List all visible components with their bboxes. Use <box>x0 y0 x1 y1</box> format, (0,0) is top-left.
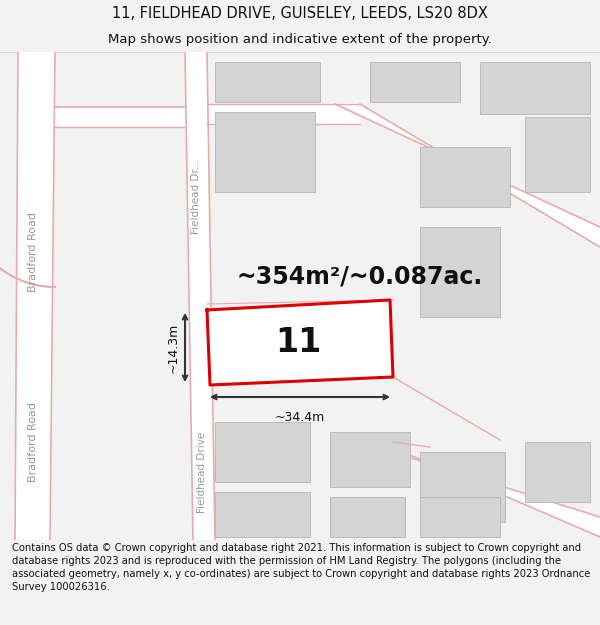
Bar <box>370 62 460 102</box>
Bar <box>525 117 590 192</box>
Bar <box>330 432 410 487</box>
Bar <box>215 62 320 102</box>
Bar <box>215 422 310 482</box>
Bar <box>420 227 500 317</box>
Bar <box>525 442 590 502</box>
Text: ~354m²/~0.087ac.: ~354m²/~0.087ac. <box>237 265 483 289</box>
Bar <box>330 497 405 537</box>
Text: Fieldhead Drive: Fieldhead Drive <box>197 431 207 512</box>
Polygon shape <box>360 442 600 537</box>
Text: Bradford Road: Bradford Road <box>28 212 38 292</box>
Text: ~34.4m: ~34.4m <box>275 411 325 424</box>
Text: 11: 11 <box>275 326 321 359</box>
Polygon shape <box>15 52 55 540</box>
Polygon shape <box>55 107 185 127</box>
Polygon shape <box>335 104 600 247</box>
Bar <box>480 62 590 114</box>
Bar <box>215 112 315 192</box>
Polygon shape <box>185 52 215 540</box>
Polygon shape <box>207 104 360 124</box>
Bar <box>420 452 505 522</box>
Text: Bradford Road: Bradford Road <box>28 402 38 482</box>
Polygon shape <box>207 300 393 385</box>
Text: ~14.3m: ~14.3m <box>167 322 180 372</box>
Bar <box>420 497 500 537</box>
Bar <box>215 492 310 537</box>
Bar <box>420 147 510 207</box>
Text: 11, FIELDHEAD DRIVE, GUISELEY, LEEDS, LS20 8DX: 11, FIELDHEAD DRIVE, GUISELEY, LEEDS, LS… <box>112 6 488 21</box>
Text: Contains OS data © Crown copyright and database right 2021. This information is : Contains OS data © Crown copyright and d… <box>12 542 590 592</box>
Text: Fieldhead Dr...: Fieldhead Dr... <box>191 159 201 234</box>
Text: Map shows position and indicative extent of the property.: Map shows position and indicative extent… <box>108 32 492 46</box>
